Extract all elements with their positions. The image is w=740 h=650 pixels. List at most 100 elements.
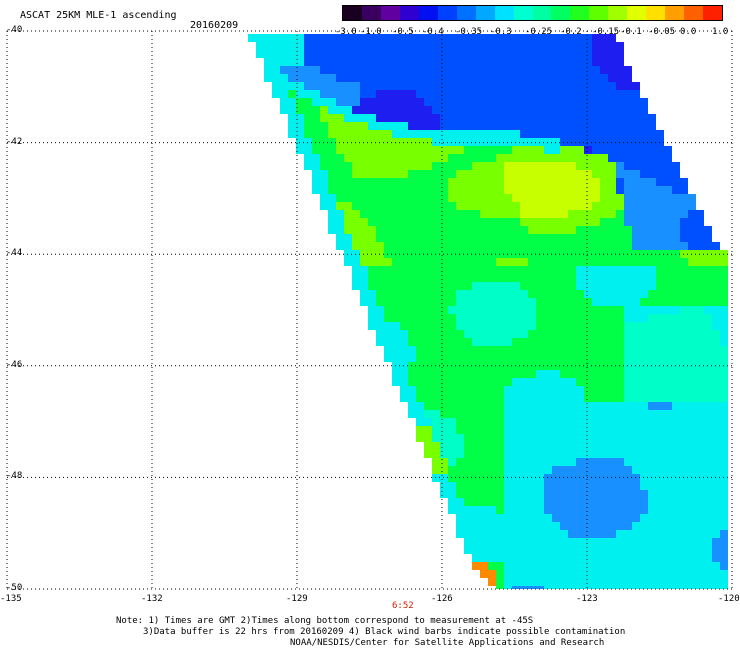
swath-cell — [336, 226, 344, 234]
swath-cell — [504, 178, 512, 186]
swath-cell — [456, 266, 464, 274]
swath-cell — [384, 58, 392, 66]
swath-cell — [576, 522, 584, 530]
swath-cell — [336, 242, 344, 250]
swath-cell — [528, 162, 536, 170]
swath-cell — [664, 514, 672, 522]
swath-cell — [488, 266, 496, 274]
swath-cell — [680, 586, 688, 589]
swath-cell — [600, 578, 608, 586]
swath-cell — [648, 226, 656, 234]
swath-cell — [640, 490, 648, 498]
swath-cell — [576, 338, 584, 346]
swath-cell — [576, 74, 584, 82]
swath-cell — [368, 242, 376, 250]
swath-cell — [568, 322, 576, 330]
swath-cell — [328, 122, 336, 130]
swath-cell — [592, 370, 600, 378]
swath-cell — [688, 218, 696, 226]
swath-cell — [360, 98, 368, 106]
swath-cell — [576, 106, 584, 114]
swath-cell — [464, 346, 472, 354]
swath-cell — [472, 498, 480, 506]
swath-cell — [472, 290, 480, 298]
swath-cell — [528, 234, 536, 242]
swath-cell — [280, 106, 288, 114]
swath-cell — [312, 90, 320, 98]
swath-cell — [512, 218, 520, 226]
swath-cell — [480, 258, 488, 266]
colorbar-segment — [589, 6, 609, 20]
swath-cell — [392, 170, 400, 178]
swath-cell — [600, 58, 608, 66]
swath-cell — [488, 322, 496, 330]
swath-cell — [456, 34, 464, 42]
swath-cell — [640, 570, 648, 578]
swath-cell — [720, 266, 728, 274]
swath-cell — [672, 378, 680, 386]
swath-cell — [584, 474, 592, 482]
swath-cell — [376, 66, 384, 74]
swath-cell — [536, 546, 544, 554]
swath-cell — [696, 570, 704, 578]
swath-cell — [592, 82, 600, 90]
swath-cell — [632, 474, 640, 482]
swath-cell — [512, 466, 520, 474]
swath-cell — [280, 90, 288, 98]
swath-cell — [528, 346, 536, 354]
swath-cell — [424, 330, 432, 338]
swath-cell — [376, 98, 384, 106]
swath-cell — [448, 90, 456, 98]
swath-cell — [272, 50, 280, 58]
swath-cell — [504, 138, 512, 146]
swath-cell — [616, 538, 624, 546]
swath-cell — [576, 202, 584, 210]
swath-cell — [560, 242, 568, 250]
swath-cell — [608, 226, 616, 234]
swath-cell — [496, 570, 504, 578]
swath-cell — [512, 490, 520, 498]
swath-cell — [432, 226, 440, 234]
swath-cell — [544, 186, 552, 194]
swath-cell — [544, 122, 552, 130]
swath-cell — [656, 178, 664, 186]
swath-cell — [504, 194, 512, 202]
swath-cell — [544, 290, 552, 298]
swath-cell — [640, 146, 648, 154]
swath-cell — [472, 298, 480, 306]
swath-cell — [704, 426, 712, 434]
swath-cell — [544, 194, 552, 202]
swath-cell — [416, 218, 424, 226]
swath-cell — [520, 122, 528, 130]
swath-cell — [688, 442, 696, 450]
swath-cell — [384, 218, 392, 226]
swath-cell — [616, 530, 624, 538]
swath-cell — [512, 482, 520, 490]
swath-cell — [560, 490, 568, 498]
swath-cell — [704, 418, 712, 426]
swath-cell — [472, 210, 480, 218]
swath-cell — [720, 586, 728, 589]
swath-cell — [592, 322, 600, 330]
swath-cell — [704, 466, 712, 474]
colorbar-segment — [627, 6, 647, 20]
swath-cell — [648, 218, 656, 226]
swath-cell — [552, 482, 560, 490]
swath-cell — [336, 106, 344, 114]
swath-cell — [568, 66, 576, 74]
swath-cell — [456, 154, 464, 162]
swath-cell — [480, 154, 488, 162]
swath-cell — [400, 162, 408, 170]
swath-cell — [400, 226, 408, 234]
swath-cell — [568, 154, 576, 162]
swath-cell — [504, 234, 512, 242]
swath-cell — [576, 442, 584, 450]
swath-cell — [520, 410, 528, 418]
swath-cell — [400, 90, 408, 98]
swath-cell — [688, 506, 696, 514]
swath-cell — [472, 322, 480, 330]
swath-cell — [456, 466, 464, 474]
swath-cell — [600, 242, 608, 250]
swath-cell — [464, 42, 472, 50]
swath-cell — [680, 514, 688, 522]
